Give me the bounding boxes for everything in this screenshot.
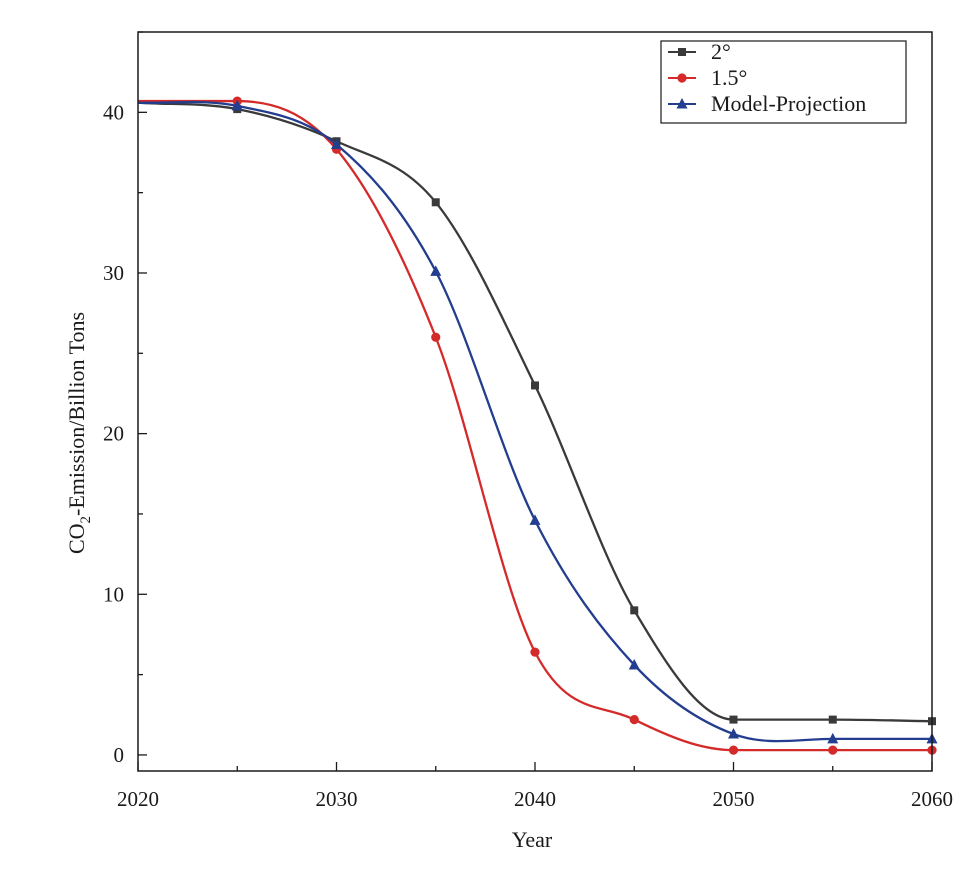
x-tick-label: 2030 <box>316 787 358 811</box>
data-point <box>630 606 639 615</box>
y-axis-title: CO2-Emission/Billion Tons <box>64 312 94 554</box>
y-axis-title-prefix: CO <box>64 523 89 554</box>
data-point <box>629 714 639 725</box>
y-tick-label: 0 <box>114 743 125 767</box>
legend-items: 2°1.5°Model-Projection <box>668 39 866 116</box>
legend-marker <box>677 73 687 83</box>
y-tick-label: 10 <box>103 582 124 606</box>
legend-marker <box>676 98 688 109</box>
data-point <box>529 514 541 525</box>
legend-label: 2° <box>711 39 731 64</box>
y-tick-label: 30 <box>103 261 124 285</box>
y-tick-label: 40 <box>103 100 124 124</box>
legend-marker <box>678 48 686 56</box>
data-point <box>827 732 839 744</box>
y-axis-title-subscript: 2 <box>78 516 94 524</box>
data-point <box>728 728 739 739</box>
legend-label: Model-Projection <box>711 91 866 116</box>
y-axis-title-suffix: -Emission/Billion Tons <box>64 312 89 516</box>
legend-label: 1.5° <box>711 65 747 90</box>
series-layer <box>137 96 938 755</box>
series-line <box>138 99 932 752</box>
y-tick-label: 20 <box>103 422 124 446</box>
x-tick-label: 2050 <box>713 787 755 811</box>
data-point <box>530 647 540 657</box>
data-point <box>828 715 837 724</box>
x-tick-label: 2060 <box>911 787 953 811</box>
x-axis-title: Year <box>512 827 553 852</box>
series-line <box>137 100 932 743</box>
legend: 2°1.5°Model-Projection <box>660 39 907 124</box>
data-point <box>431 332 441 342</box>
data-point <box>431 198 440 207</box>
data-point <box>231 99 243 111</box>
data-point <box>728 745 739 755</box>
data-point <box>430 265 442 276</box>
data-point <box>531 381 539 390</box>
data-point <box>331 138 342 149</box>
x-tick-label: 2020 <box>117 787 159 811</box>
legend-box <box>660 40 907 124</box>
x-tick-label: 2040 <box>514 787 556 811</box>
series-2 <box>137 99 938 744</box>
data-point <box>729 715 738 724</box>
data-point <box>828 745 838 755</box>
data-point <box>628 658 640 670</box>
